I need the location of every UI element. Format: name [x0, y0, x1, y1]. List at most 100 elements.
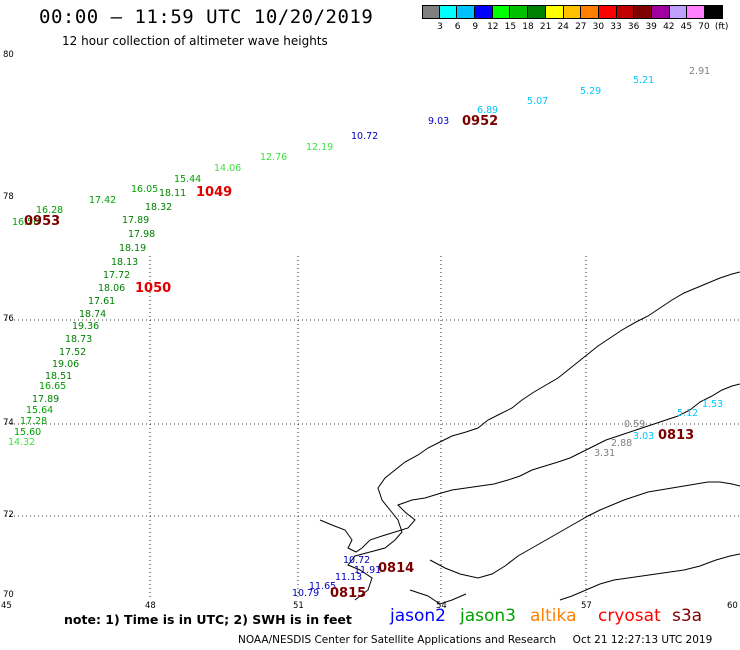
swh-value: 18.13: [111, 257, 138, 268]
swh-value: 12.76: [260, 152, 287, 163]
legend-swatch: [634, 5, 652, 19]
legend-tick-label: 33: [610, 22, 622, 32]
satellite-label-jason2: jason2: [390, 606, 446, 626]
pass-time-label: 1050: [135, 281, 171, 296]
legend-tick-label: 3: [437, 22, 443, 32]
track-labels: 0952 9.03 6.89 5.07 5.29 5.21 2.91 10.72 12.19 12…: [8, 66, 723, 601]
swh-value: 5.12: [677, 408, 698, 419]
legend-tick-label: 27: [575, 22, 587, 32]
legend-swatch: [528, 5, 546, 19]
legend-ticks: 3 6 9 12 15 18 21 24 27 30 33 36 39 42 45 70 (ft): [422, 22, 738, 34]
swh-value: 11.13: [335, 572, 362, 583]
legend-swatch: [687, 5, 705, 19]
pass-time-label: 0952: [462, 114, 498, 129]
legend-tick-label: (ft): [714, 22, 729, 32]
swh-value: 15.44: [174, 174, 201, 185]
swh-value: 17.28: [20, 416, 47, 427]
swh-value: 2.88: [611, 438, 632, 449]
swh-value: 18.06: [98, 283, 125, 294]
swh-value: 14.32: [8, 437, 35, 448]
swh-value: 10.72: [351, 131, 378, 142]
lat-label: 72: [3, 510, 14, 520]
legend-swatch: [475, 5, 493, 19]
swh-value: 11.65: [309, 581, 336, 592]
legend-swatch: [581, 5, 599, 19]
lat-lon-grid: [6, 256, 740, 600]
swh-value: 10.79: [292, 588, 319, 599]
pass-time-label: 0814: [378, 561, 414, 576]
lon-label: 54: [436, 601, 447, 611]
legend-tick-label: 9: [472, 22, 479, 32]
swh-value: 5.21: [633, 75, 654, 86]
legend-tick-label: 70: [698, 22, 710, 32]
swh-value: 16.65: [39, 381, 66, 392]
swh-value: 19.36: [72, 321, 99, 332]
map-subtitle: 12 hour collection of altimeter wave hei…: [62, 34, 328, 48]
footnote: note: 1) Time is in UTC; 2) SWH is in fe…: [64, 612, 352, 627]
swh-value: 0.59: [624, 419, 645, 430]
satellite-label-cryosat: cryosat: [598, 606, 661, 626]
swh-value: 15.64: [26, 405, 53, 416]
swh-value: 16.28: [36, 205, 63, 216]
pass-time-label: 1049: [196, 185, 232, 200]
lon-label: 57: [581, 601, 592, 611]
legend-swatch: [616, 5, 635, 19]
legend-swatch: [492, 5, 511, 19]
swh-value: 14.06: [214, 163, 241, 174]
satellite-label-s3a: s3a: [672, 606, 703, 626]
swh-value: 18.19: [119, 243, 146, 254]
legend-swatch: [705, 5, 723, 19]
swh-value: 16.56: [12, 217, 39, 228]
legend-swatch: [563, 5, 582, 19]
swh-value: 17.61: [88, 296, 115, 307]
swh-value: 16.05: [131, 184, 158, 195]
swh-value: 17.89: [32, 394, 59, 405]
swh-value: 9.03: [428, 116, 449, 127]
legend-swatch: [598, 5, 617, 19]
lat-label: 70: [3, 590, 14, 600]
legend-tick-label: 15: [504, 22, 517, 32]
swh-value: 18.11: [159, 188, 186, 199]
swh-value: 5.07: [527, 96, 548, 107]
swh-value: 10.72: [343, 555, 370, 566]
pass-time-label: 0953: [24, 214, 60, 229]
legend-tick-label: 30: [592, 22, 605, 32]
swh-value: 17.52: [59, 347, 86, 358]
swh-value: 5.29: [580, 86, 601, 97]
lon-label: 48: [145, 601, 156, 611]
swh-value: 17.98: [128, 229, 155, 240]
swh-value: 3.03: [633, 431, 654, 442]
coastline: [319, 271, 740, 605]
legend-tick-label: 12: [487, 22, 499, 32]
swh-value: 17.89: [122, 215, 149, 226]
pass-time-label: 0815: [330, 586, 366, 601]
swh-value: 6.89: [477, 105, 498, 116]
swh-value: 17.42: [89, 195, 116, 206]
pass-time-label: 0813: [658, 428, 694, 443]
legend-tick-label: 18: [522, 22, 534, 32]
swh-value: 12.19: [306, 142, 333, 153]
lon-label: 51: [293, 601, 304, 611]
legend-tick-label: 21: [539, 22, 552, 32]
legend-swatch: [439, 5, 458, 19]
footer-credit: NOAA/NESDIS Center for Satellite Applica…: [238, 634, 713, 646]
lat-label: 78: [3, 192, 14, 202]
swh-value: 11.91: [354, 565, 381, 576]
legend-tick-label: 36: [627, 22, 640, 32]
swh-value: 19.06: [52, 359, 79, 370]
swh-value: 1.53: [702, 399, 723, 410]
legend-tick-label: 6: [454, 22, 461, 32]
swh-value: 17.72: [103, 270, 130, 281]
color-legend: [422, 5, 723, 19]
legend-swatch: [545, 5, 564, 19]
swh-value: 2.91: [689, 66, 710, 77]
swh-value: 18.74: [79, 309, 106, 320]
lat-label: 76: [3, 314, 14, 324]
legend-tick-label: 39: [645, 22, 657, 32]
legend-tick-label: 24: [557, 22, 569, 32]
map-title: 00:00 – 11:59 UTC 10/20/2019: [39, 6, 374, 28]
lat-label: 80: [3, 50, 14, 60]
legend-swatch: [422, 5, 440, 19]
lon-label: 60: [727, 601, 738, 611]
